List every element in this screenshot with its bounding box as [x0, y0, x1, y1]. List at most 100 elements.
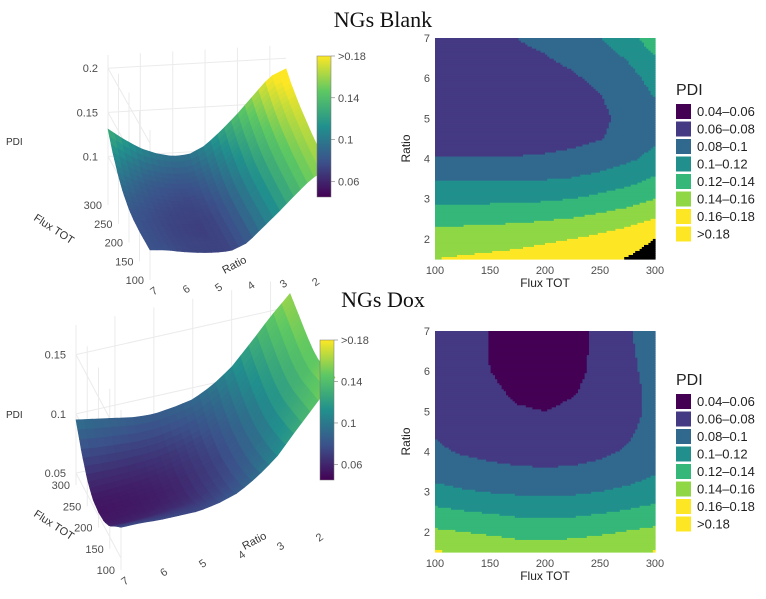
flux-tick-label: 250	[94, 219, 112, 231]
flux-tick-label: 150	[85, 544, 103, 556]
legend-swatch	[676, 121, 691, 137]
legend-title: PDI	[676, 82, 703, 99]
flux-tick-label: 250	[63, 501, 81, 513]
legend-swatch	[676, 499, 691, 514]
contour-band-6	[435, 525, 656, 553]
colorbar-tick-label: 0.14	[338, 93, 359, 105]
y-tick-label: 6	[424, 73, 430, 85]
contour-plot: 100 150 200 250 300 2 3 4 5 6 7 Flux TOT Ratio PDI 0.0…	[399, 326, 755, 583]
z-tick-label: 0.2	[83, 63, 98, 75]
flux-tick-label: 100	[97, 565, 115, 577]
contour-band-7	[441, 218, 656, 260]
flux-tick-label: 200	[105, 238, 123, 250]
contour-band-5	[435, 503, 656, 541]
colorbar-tick-label: 0.1	[338, 135, 353, 147]
colorbar-tick-label: 0.14	[341, 376, 362, 388]
legend-swatch	[676, 394, 691, 409]
x-tick-label: 250	[591, 558, 609, 570]
contour-band-5	[435, 38, 656, 228]
legend-label: 0.12–0.14	[697, 464, 755, 479]
ratio-tick-label: 7	[148, 285, 160, 298]
x-tick-label: 150	[481, 265, 499, 277]
surface-colorbar: >0.18 0.14 0.1 0.06	[319, 335, 369, 481]
y-tick-label: 4	[424, 447, 430, 459]
flux-tick-label: 200	[74, 523, 92, 535]
contour-band-4	[435, 475, 656, 519]
legend-label: 0.14–0.16	[697, 482, 755, 497]
surface-mesh	[107, 68, 329, 253]
x-axis-label: Flux TOT	[520, 276, 570, 290]
z-axis-label: PDI	[6, 410, 23, 421]
ratio-tick-label: 6	[181, 283, 193, 296]
colorbar-tick-label: 0.1	[341, 418, 356, 430]
y-tick-label: 2	[424, 234, 430, 246]
legend-label: 0.08–0.1	[697, 139, 748, 154]
contour-plot: 100 150 200 250 300 2 3 4 5 6 7 Flux TOT Ratio PDI 0.0…	[399, 33, 755, 290]
surface-mesh	[75, 293, 336, 528]
legend-label: 0.04–0.06	[697, 104, 755, 119]
y-tick-label: 2	[424, 527, 430, 539]
contour-band-3	[435, 38, 656, 182]
legend-label: 0.14–0.16	[697, 192, 755, 207]
x-axis-label: Flux TOT	[520, 569, 570, 583]
contour-legend: PDI 0.04–0.06 0.06–0.08 0.08–0.1 0.1–0.12 0.1…	[676, 82, 755, 242]
legend-label: 0.16–0.18	[697, 499, 755, 514]
y-tick-label: 7	[424, 33, 430, 45]
colorbar-tick-label: 0.06	[338, 176, 359, 188]
contour-legend: PDI 0.04–0.06 0.06–0.08 0.08–0.1 0.1–0.12 0.1…	[676, 372, 755, 532]
panel-ngs-blank: NGs Blank0.20.150.1PDI300250200150100Flu…	[6, 7, 755, 298]
legend-swatch	[676, 209, 691, 224]
y-tick-label: 3	[424, 487, 430, 499]
legend-swatch	[676, 429, 691, 444]
y-tick-label: 7	[424, 326, 430, 338]
z-tick-label: 0.15	[77, 107, 98, 119]
ratio-tick-label: 5	[197, 557, 209, 570]
legend-title: PDI	[676, 372, 703, 389]
y-axis-label: Ratio	[399, 427, 413, 455]
flux-axis-label: Flux TOT	[31, 508, 76, 543]
legend-label: 0.16–0.18	[697, 209, 755, 224]
contour-band-8	[624, 238, 656, 260]
x-tick-label: 300	[646, 265, 664, 277]
ratio-tick-label: 3	[275, 540, 287, 553]
x-tick-label: 100	[426, 265, 444, 277]
x-tick-label: 100	[426, 558, 444, 570]
legend-swatch	[676, 464, 691, 479]
ratio-tick-label: 4	[236, 549, 248, 562]
surface-plot: 0.2 0.15 0.1 PDI 300 250 200 150 100 Flux TOT 7 6 5 4…	[6, 45, 366, 298]
flux-tick-label: 100	[126, 275, 144, 287]
legend-label: >0.18	[697, 517, 730, 532]
legend-label: 0.12–0.14	[697, 174, 755, 189]
contour-band-4	[435, 38, 656, 206]
z-axis-label: PDI	[6, 137, 23, 148]
ratio-tick-label: 6	[158, 566, 170, 579]
ratio-tick-label: 2	[314, 531, 326, 544]
contour-band-3	[435, 331, 656, 497]
x-tick-label: 200	[536, 558, 554, 570]
legend-swatch	[676, 174, 691, 189]
legend-swatch	[676, 411, 691, 427]
y-tick-label: 5	[424, 113, 430, 125]
ratio-axis-label: Ratio	[240, 530, 268, 553]
colorbar-tick-label: >0.18	[338, 51, 366, 63]
x-tick-label: 150	[481, 558, 499, 570]
surface-colorbar: >0.18 0.14 0.1 0.06	[316, 51, 366, 198]
legend-swatch	[676, 446, 691, 462]
y-tick-label: 5	[424, 406, 430, 418]
colorbar-tick-label: >0.18	[341, 335, 369, 347]
contour-band-7	[435, 549, 656, 553]
panel-ngs-dox: NGs Dox0.150.10.05PDI300250200150100Flux…	[6, 281, 755, 588]
z-tick-label: 0.1	[51, 409, 66, 421]
y-tick-label: 6	[424, 366, 430, 378]
panel-title: NGs Blank	[334, 7, 432, 32]
contour-band-6	[435, 198, 656, 260]
contour-axes: 100 150 200 250 300 2 3 4 5 6 7 Flux TOT Ratio	[399, 326, 664, 583]
flux-tick-label: 150	[115, 256, 133, 268]
panel-title: NGs Dox	[341, 287, 425, 312]
x-tick-label: 300	[646, 558, 664, 570]
z-tick-label: 0.1	[83, 151, 98, 163]
y-axis-label: Ratio	[399, 134, 413, 162]
legend-swatch	[676, 191, 691, 207]
legend-label: 0.08–0.1	[697, 429, 748, 444]
